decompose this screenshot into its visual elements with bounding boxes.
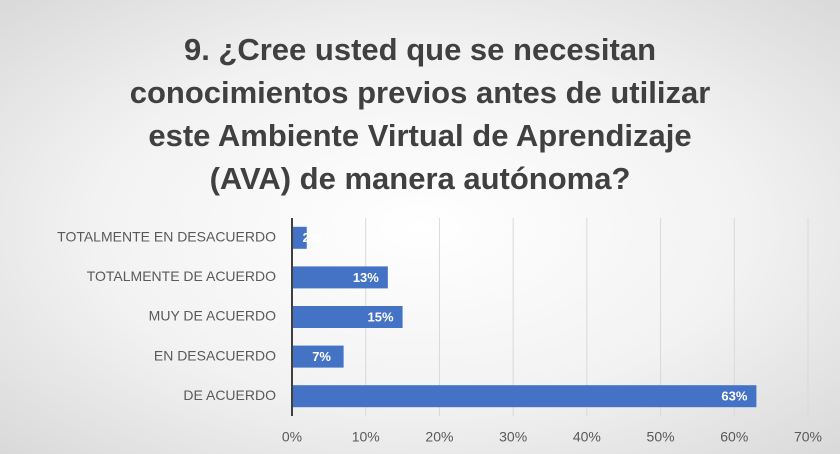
x-tick-label: 10%	[352, 429, 380, 445]
y-tick-label: TOTALMENTE EN DESACUERDO	[57, 229, 276, 245]
chart-title: 9. ¿Cree usted que se necesitan conocimi…	[129, 32, 711, 196]
value-label: 7%	[312, 349, 331, 364]
bar	[292, 226, 307, 249]
x-tick-label: 70%	[794, 429, 822, 445]
y-tick-label: DE ACUERDO	[183, 387, 276, 403]
y-tick-label: MUY DE ACUERDO	[149, 308, 276, 324]
x-tick-label: 40%	[573, 429, 601, 445]
x-tick-label: 50%	[647, 429, 675, 445]
value-label: 63%	[721, 389, 747, 404]
x-tick-label: 20%	[425, 429, 453, 445]
value-label: 2%	[303, 230, 322, 245]
x-tick-label: 0%	[282, 429, 302, 445]
bar	[292, 385, 757, 408]
bar	[292, 345, 344, 368]
value-label: 13%	[353, 270, 379, 285]
x-tick-label: 60%	[720, 429, 748, 445]
x-tick-label: 30%	[499, 429, 527, 445]
value-label: 15%	[368, 309, 394, 324]
y-tick-label: EN DESACUERDO	[154, 347, 276, 363]
y-tick-label: TOTALMENTE DE ACUERDO	[87, 268, 276, 284]
bar	[292, 266, 388, 289]
bar	[292, 306, 403, 328]
